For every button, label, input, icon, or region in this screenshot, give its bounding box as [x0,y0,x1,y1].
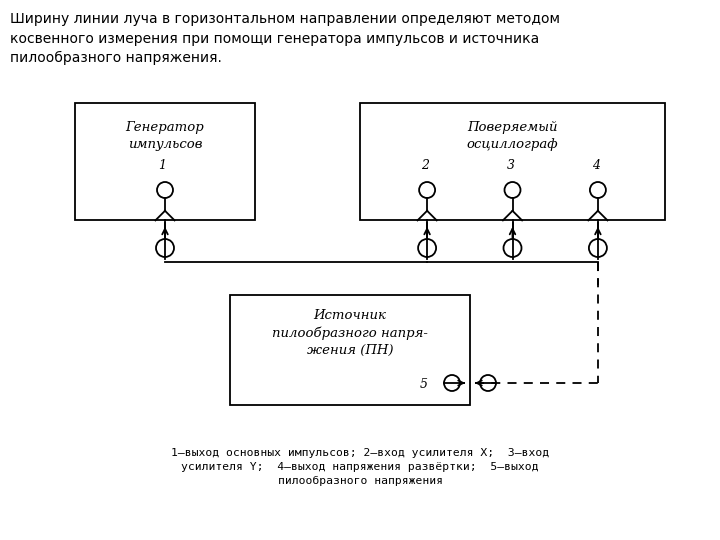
Text: 4: 4 [592,159,600,172]
Bar [230,295,470,405]
Text: Генератор
импульсов: Генератор импульсов [125,121,204,151]
Text: 1: 1 [158,159,166,172]
Bar [75,103,255,220]
Text: Поверяемый
осциллограф: Поверяемый осциллограф [467,121,558,151]
Bar [360,103,665,220]
Text: 2: 2 [421,159,429,172]
Text: 3: 3 [506,159,515,172]
Text: Источник
пилообразного напря-
жения (ПН): Источник пилообразного напря- жения (ПН) [272,309,428,357]
Text: Ширину линии луча в горизонтальном направлении определяют методом
косвенного изм: Ширину линии луча в горизонтальном напра… [10,12,560,65]
Text: 1—выход основных импульсов; 2—вход усилителя X;  3—вход
усилителя Y;  4—выход на: 1—выход основных импульсов; 2—вход усили… [171,448,549,486]
Text: 5: 5 [420,377,428,390]
